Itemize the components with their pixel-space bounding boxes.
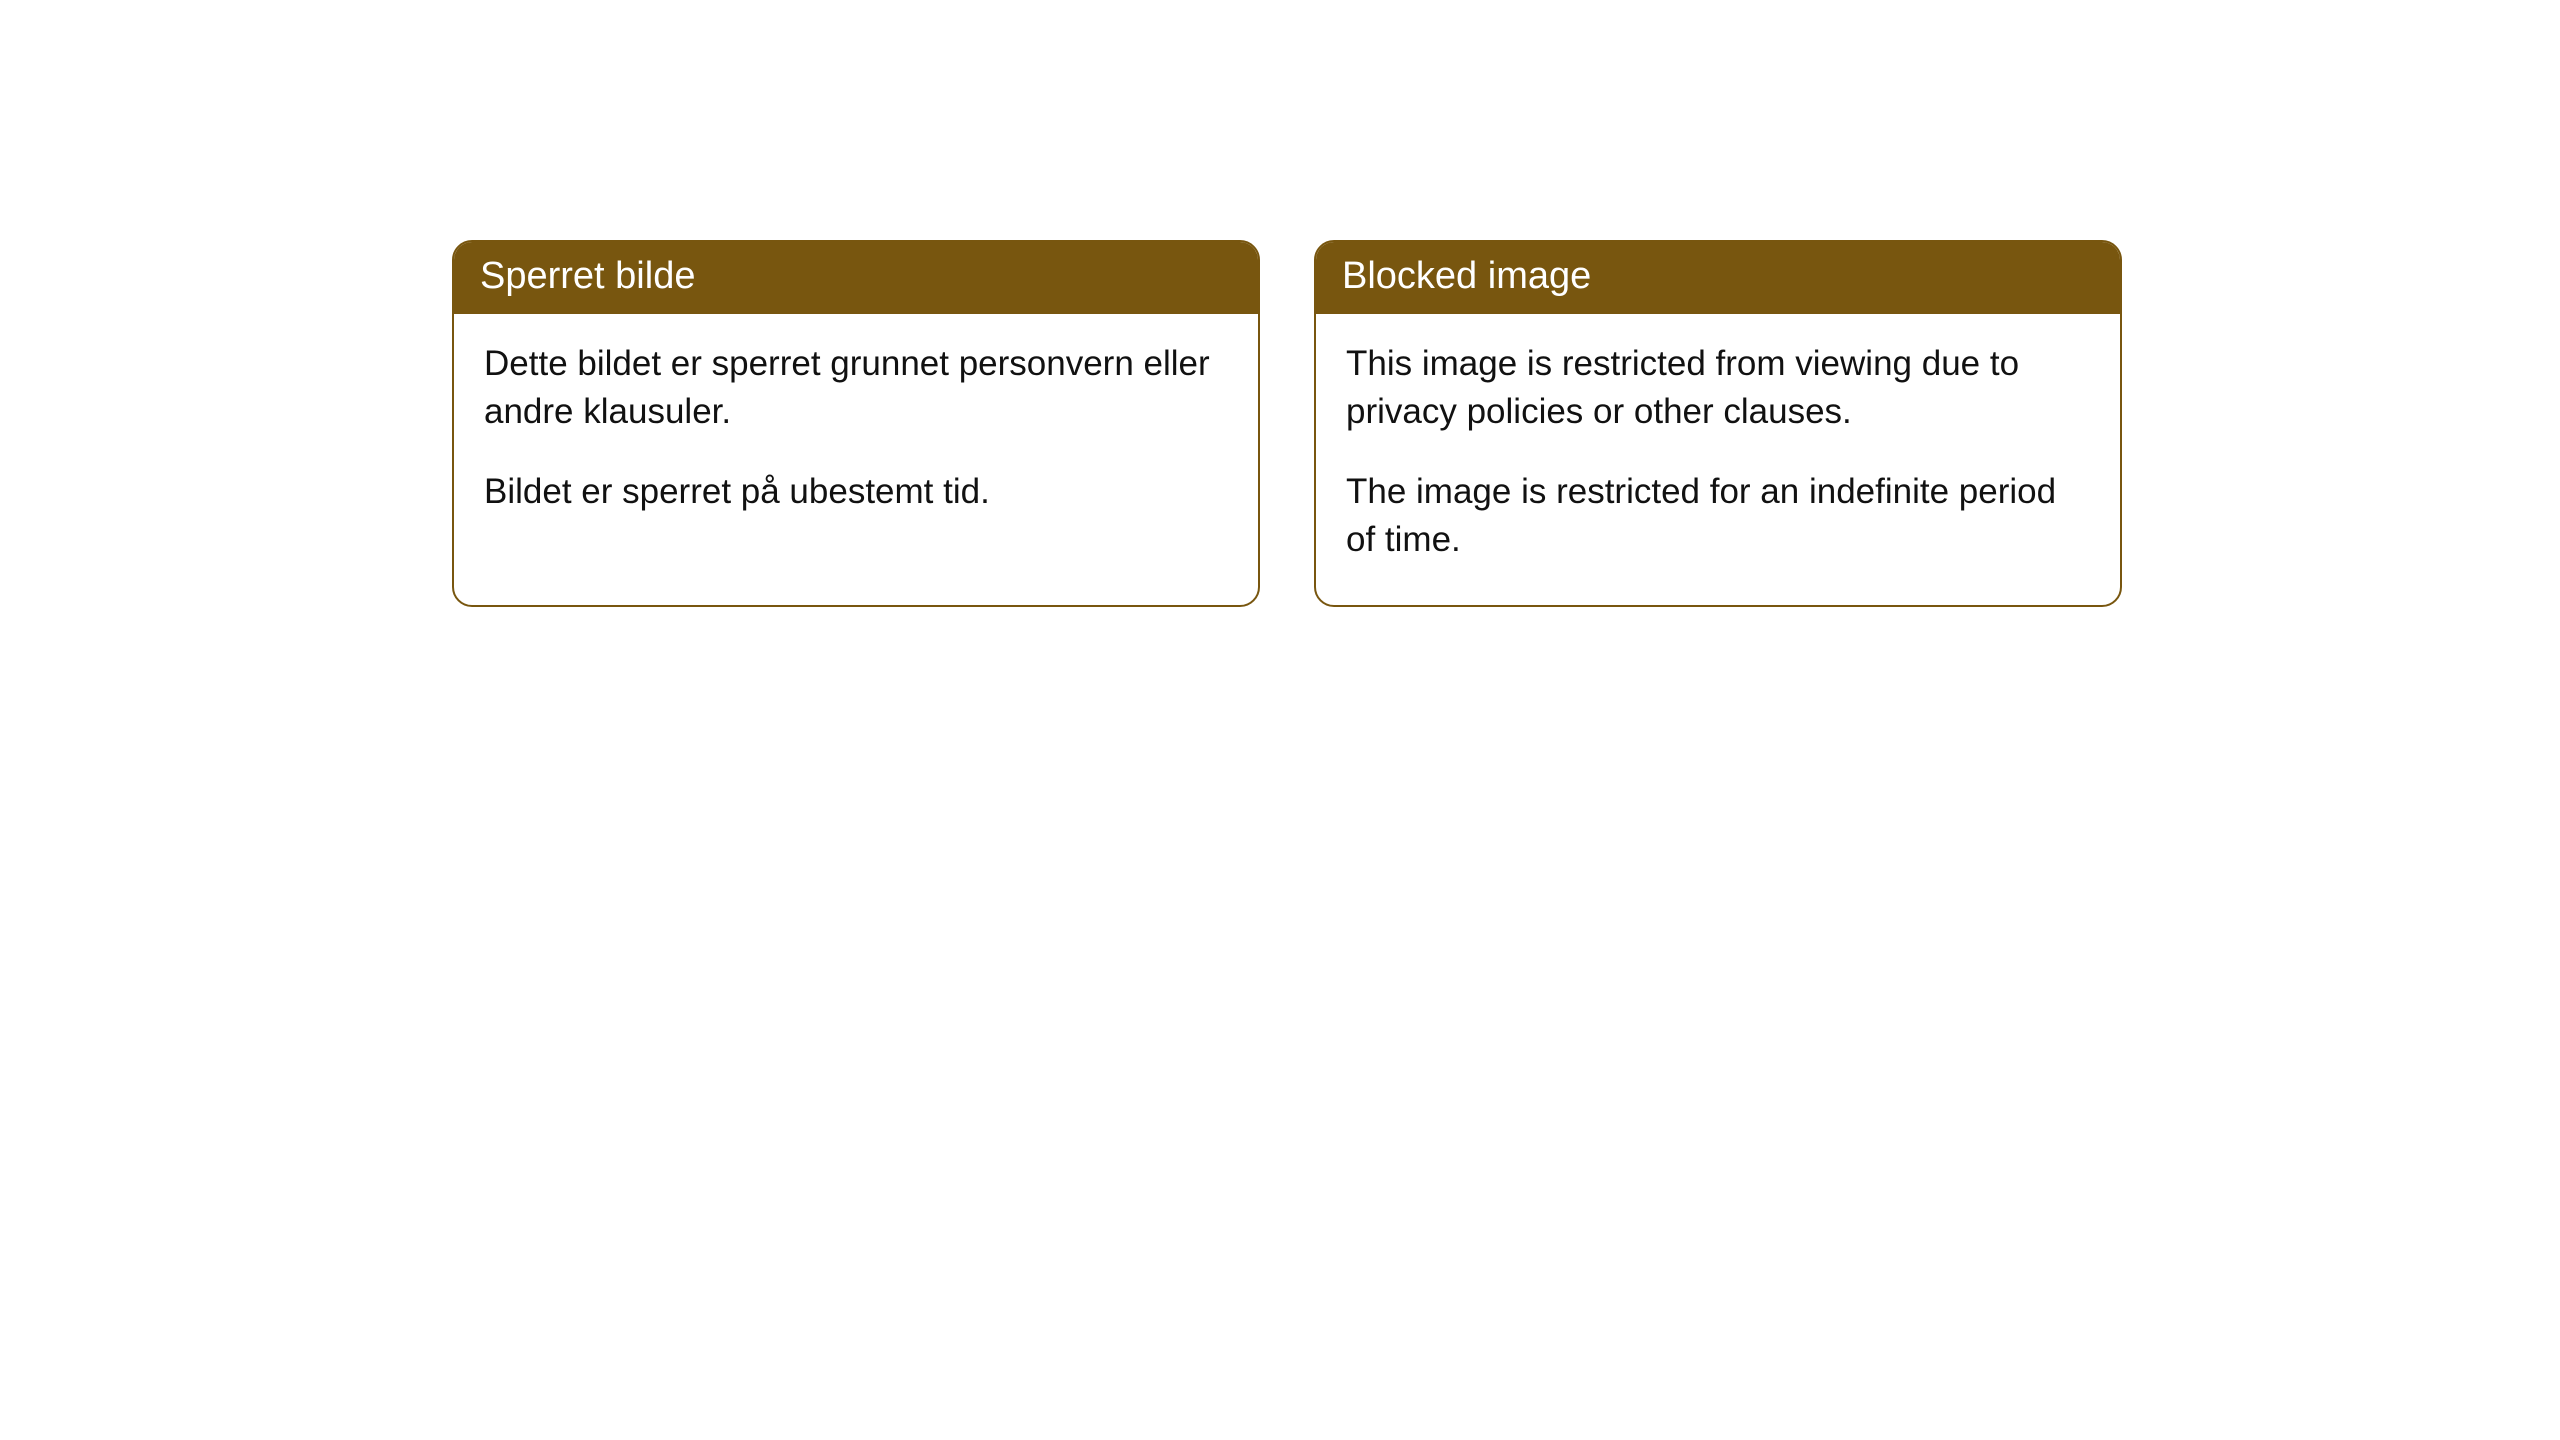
card-body: This image is restricted from viewing du… — [1316, 314, 2120, 605]
card-title: Sperret bilde — [480, 255, 695, 297]
card-body: Dette bildet er sperret grunnet personve… — [454, 314, 1258, 557]
cards-container: Sperret bilde Dette bildet er sperret gr… — [0, 0, 2560, 607]
card-header: Blocked image — [1316, 242, 2120, 314]
card-paragraph-2: The image is restricted for an indefinit… — [1346, 468, 2090, 565]
card-title: Blocked image — [1342, 255, 1591, 297]
card-english: Blocked image This image is restricted f… — [1314, 240, 2122, 607]
card-norwegian: Sperret bilde Dette bildet er sperret gr… — [452, 240, 1260, 607]
card-header: Sperret bilde — [454, 242, 1258, 314]
card-paragraph-1: This image is restricted from viewing du… — [1346, 340, 2090, 437]
card-paragraph-2: Bildet er sperret på ubestemt tid. — [484, 468, 1228, 516]
card-paragraph-1: Dette bildet er sperret grunnet personve… — [484, 340, 1228, 437]
